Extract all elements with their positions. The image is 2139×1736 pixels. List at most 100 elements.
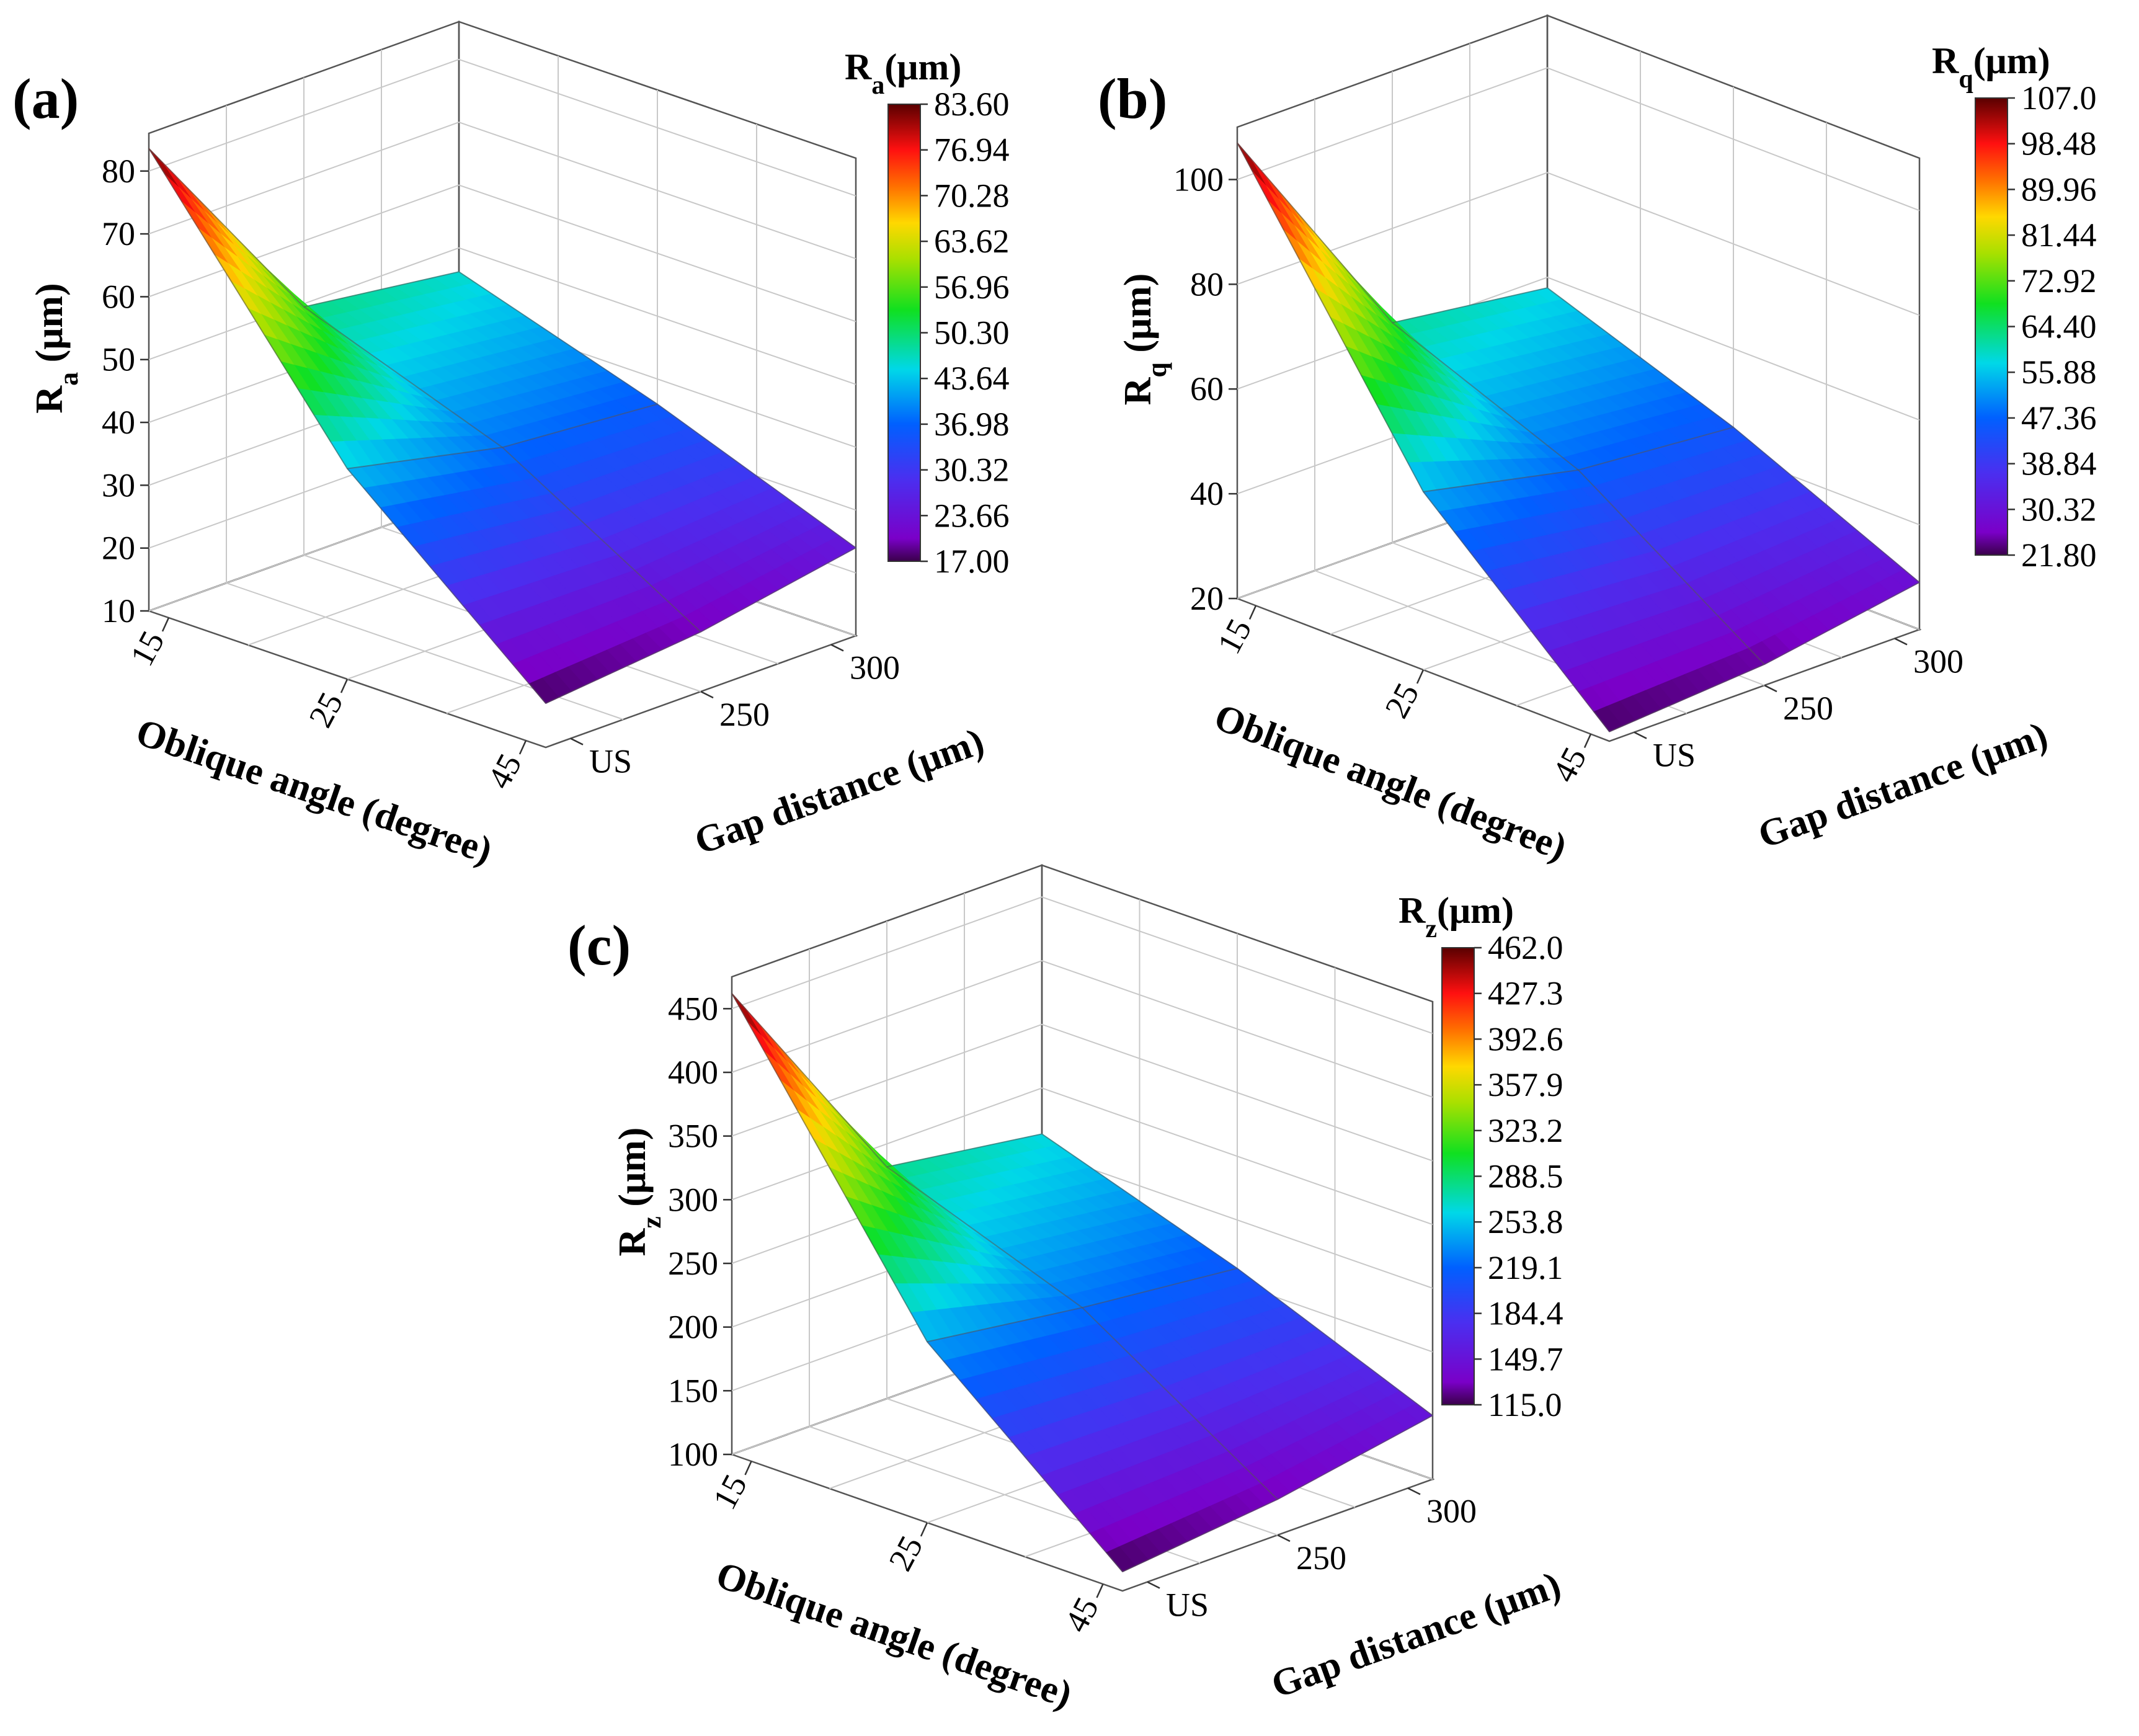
colorbar-tick-label: 30.32 [2021,491,2097,528]
y-axis: US 250 300 [1634,638,1963,774]
y-tick-label: 300 [1426,1492,1477,1529]
colorbar-tick-label: 50.30 [934,314,1010,352]
y-axis: US 250 300 [570,644,900,780]
z-tick-label: 20 [1190,580,1224,617]
panel-label: (c) [567,914,631,977]
x-axis-title: Oblique angle (degree) [1209,696,1572,869]
z-tick-label: 200 [668,1309,718,1346]
colorbar-tick-label: 81.44 [2021,216,2097,254]
z-axis: 20 40 60 80 100 [1173,161,1237,617]
x-tick-label: 15 [706,1468,754,1515]
z-tick-label: 70 [102,215,135,252]
colorbar-tick-label: 56.96 [934,269,1010,306]
z-tick-label: 80 [1190,265,1224,303]
x-tick-label: 45 [1545,741,1593,788]
x-tick-label: 25 [881,1529,930,1577]
surface-mesh [731,993,1434,1573]
colorbar-tick-label: 184.4 [1488,1295,1563,1332]
colorbar-tick-label: 38.84 [2021,445,2097,483]
z-tick-label: 100 [668,1436,718,1473]
y-tick-label: 250 [1296,1539,1346,1577]
y-axis: US 250 300 [1147,1487,1477,1624]
colorbar-tick-label: 392.6 [1488,1020,1563,1057]
x-tick-label: 15 [123,625,171,672]
x-axis-title: Oblique angle (degree) [131,711,497,872]
z-axis-title: Rq (μm) [1117,274,1172,406]
colorbar-title: Ra(μm) [845,47,961,100]
colorbar: 462.0 427.3 392.6 357.9 323.2 288.5 253.8 219.1… [1399,890,1563,1423]
colorbar-tick-label: 17.00 [934,543,1010,580]
z-tick-label: 300 [668,1181,718,1218]
colorbar-tick-label: 462.0 [1488,929,1563,966]
x-tick-label: 45 [480,747,528,795]
z-tick-label: 10 [102,592,135,630]
x-tick-label: 25 [1377,677,1426,724]
panel-c: 100 150 200 250 300 350 400 450 Rz (μm) 15 25 45Obl… [567,864,1566,1716]
z-tick-label: 60 [102,278,135,315]
y-tick-label: US [589,743,632,780]
colorbar-tick-label: 55.88 [2021,354,2097,391]
surface-mesh [1237,142,1921,732]
colorbar-tick-label: 30.32 [934,452,1010,489]
y-tick-label: US [1166,1587,1209,1624]
z-axis: 10 20 30 40 50 60 70 80 [102,153,149,630]
colorbar-tick-label: 357.9 [1488,1066,1563,1103]
colorbar-tick-label: 115.0 [1488,1386,1562,1423]
colorbar: 107.0 98.48 89.96 81.44 72.92 64.40 55.88 47.36… [1932,40,2097,574]
z-axis-title: Ra (μm) [29,283,84,413]
colorbar-tick-label: 72.92 [2021,262,2097,300]
colorbar-tick-label: 83.60 [934,86,1010,123]
surface-mesh [148,148,857,705]
colorbar-tick-label: 219.1 [1488,1249,1563,1286]
y-tick-label: 300 [850,649,900,686]
z-tick-label: 100 [1173,161,1224,198]
x-tick-label: 45 [1057,1591,1106,1638]
colorbar-title: Rz(μm) [1399,890,1514,943]
z-tick-label: 50 [102,341,135,378]
colorbar-tick-label: 427.3 [1488,975,1563,1012]
z-tick-label: 20 [102,530,135,567]
z-axis: 100 150 200 250 300 350 400 450 [668,990,732,1473]
y-tick-label: US [1653,737,1696,774]
colorbar-tick-label: 47.36 [2021,399,2097,437]
z-tick-label: 400 [668,1054,718,1091]
y-tick-label: 250 [1783,690,1833,727]
x-tick-label: 15 [1210,613,1258,660]
z-tick-label: 40 [102,404,135,441]
colorbar-tick-label: 64.40 [2021,308,2097,345]
colorbar-tick-label: 149.7 [1488,1340,1563,1378]
colorbar-tick-label: 21.80 [2021,536,2097,574]
colorbar-title: Rq(μm) [1932,40,2050,94]
y-axis-title: Gap distance (μm) [1753,714,2053,857]
x-tick-label: 25 [301,686,350,733]
panel-label: (b) [1098,67,1167,130]
z-tick-label: 450 [668,990,718,1027]
z-axis-title: Rz (μm) [611,1128,667,1257]
x-axis-title: Oblique angle (degree) [711,1554,1077,1716]
surface-cell [1237,142,1266,186]
colorbar-tick-label: 23.66 [934,497,1010,534]
colorbar-tick-label: 89.96 [2021,171,2097,208]
colorbar-tick-label: 253.8 [1488,1203,1563,1240]
colorbar-tick-label: 288.5 [1488,1158,1563,1195]
y-tick-label: 300 [1913,643,1963,680]
z-tick-label: 30 [102,466,135,504]
panel-label: (a) [12,67,79,130]
y-tick-label: 250 [719,696,770,733]
colorbar-tick-label: 63.62 [934,223,1010,260]
y-axis-title: Gap distance (μm) [689,720,989,863]
colorbar-tick-label: 107.0 [2021,79,2097,117]
colorbar-tick-label: 98.48 [2021,125,2097,162]
colorbar-tick-label: 70.28 [934,177,1010,214]
z-tick-label: 350 [668,1118,718,1155]
z-tick-label: 40 [1190,475,1224,512]
z-tick-label: 80 [102,153,135,190]
z-tick-label: 60 [1190,370,1224,407]
colorbar-tick-label: 323.2 [1488,1112,1563,1149]
z-tick-label: 250 [668,1245,718,1282]
surface-cell [148,148,179,188]
colorbar-tick-label: 76.94 [934,131,1010,169]
